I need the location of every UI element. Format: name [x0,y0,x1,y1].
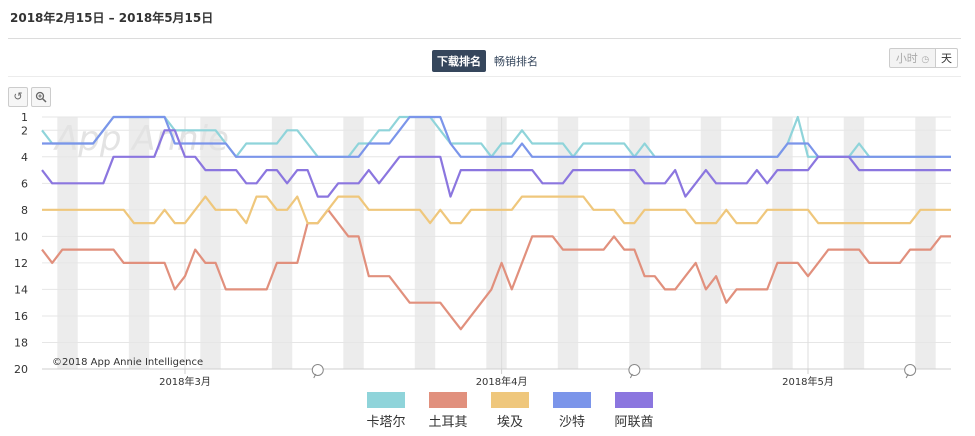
tab-grossing-ranking[interactable]: 畅销排名 [494,55,538,68]
legend-label: 沙特 [558,415,585,430]
y-tick-label: 8 [21,204,28,217]
annotation-marker[interactable] [904,364,917,379]
x-axis: 2018年3月 2018年4月 2018年5月 [42,368,951,388]
weekend-band [210,117,221,369]
x-tick-label: 2018年3月 [159,375,211,388]
weekend-band [557,117,568,369]
day-button[interactable]: 天 [936,48,958,68]
weekend-band [425,117,436,369]
weekend-band [843,117,854,369]
weekend-band [925,117,936,369]
y-tick-label: 4 [21,151,28,164]
legend-label: 埃及 [496,415,523,430]
series-lines [41,115,951,331]
hour-button[interactable]: 小时 ◷ [889,48,936,68]
granularity-toggle: 小时 ◷ 天 [889,48,958,68]
x-tick-label: 2018年4月 [476,375,528,388]
annotation-icon [311,364,324,376]
legend-label: 卡塔尔 [366,415,406,430]
y-tick-label: 20 [14,363,28,376]
legend-swatch [553,392,591,408]
weekend-band [67,117,78,369]
y-tick-label: 12 [14,257,28,270]
weekend-band [414,117,426,369]
legend-swatch [491,392,529,408]
weekend-band [343,117,354,369]
annotation-tail [905,373,909,379]
annotation-markers [311,364,917,379]
zoom-button[interactable] [31,87,51,107]
annotation-tail [629,373,633,379]
header-divider [8,38,961,39]
weekend-band [782,117,793,369]
y-tick-label: 10 [14,230,28,243]
weekend-band [271,117,283,369]
weekend-band [567,117,579,369]
annotation-marker[interactable] [628,364,641,379]
legend-swatch [367,392,405,408]
weekend-band [128,117,140,369]
chart-legend: 卡塔尔 土耳其 埃及 沙特 阿联酋 [355,392,665,430]
y-tick-label: 1 [21,111,28,124]
series-line-卡塔尔 [41,115,951,158]
weekend-band [639,117,650,369]
toolbar-divider [8,76,961,77]
chart-watermark: App Annie [53,119,229,159]
date-range-title: 2018年2月15日 – 2018年5月15日 [10,11,214,25]
weekend-band [700,117,711,369]
legend-item-土耳其[interactable]: 土耳其 [417,392,479,430]
weekend-band [57,117,68,369]
legend-label: 阿联酋 [614,415,654,430]
y-tick-label: 14 [14,283,28,296]
legend-item-沙特[interactable]: 沙特 [541,392,603,430]
legend-swatch [429,392,467,408]
clock-icon: ◷ [921,55,930,65]
weekend-band [353,117,364,369]
weekend-band [915,117,926,369]
series-line-埃及 [42,195,951,225]
weekend-band [710,117,722,369]
series-line-沙特 [42,115,951,158]
ranking-toggle: 下载排名 畅销排名 [432,50,540,72]
zoom-icon [35,91,47,103]
x-tick-label: 2018年5月 [782,375,834,388]
undo-icon: ↺ [13,90,23,103]
legend-item-阿联酋[interactable]: 阿联酋 [603,392,665,430]
tab-downloads-ranking[interactable]: 下载排名 [432,50,486,72]
weekend-band [772,117,783,369]
weekend-band [200,117,211,369]
y-tick-label: 16 [14,310,28,323]
legend-swatch [615,392,653,408]
weekend-band [486,117,497,369]
weekend-band [139,117,150,369]
y-tick-label: 2 [21,124,28,137]
legend-item-埃及[interactable]: 埃及 [479,392,541,430]
y-tick-label: 18 [14,336,28,349]
annotation-icon [904,364,917,376]
series-line-土耳其 [41,208,951,331]
weekend-band [853,117,865,369]
weekend-band [282,117,293,369]
hour-label: 小时 [895,52,918,65]
annotation-icon [628,364,641,376]
y-axis: 12 4 6 8 10 12 14 16 18 20 [14,111,28,376]
series-line-阿联酋 [41,129,951,198]
annotation-tail [313,373,317,379]
y-tick-label: 6 [21,177,28,190]
annotation-marker[interactable] [311,364,324,379]
copyright-text: ©2018 App Annie Intelligence [52,357,203,368]
reset-zoom-button[interactable]: ↺ [8,87,28,107]
legend-label: 土耳其 [428,415,468,430]
weekend-band [629,117,640,369]
legend-item-卡塔尔[interactable]: 卡塔尔 [355,392,417,430]
